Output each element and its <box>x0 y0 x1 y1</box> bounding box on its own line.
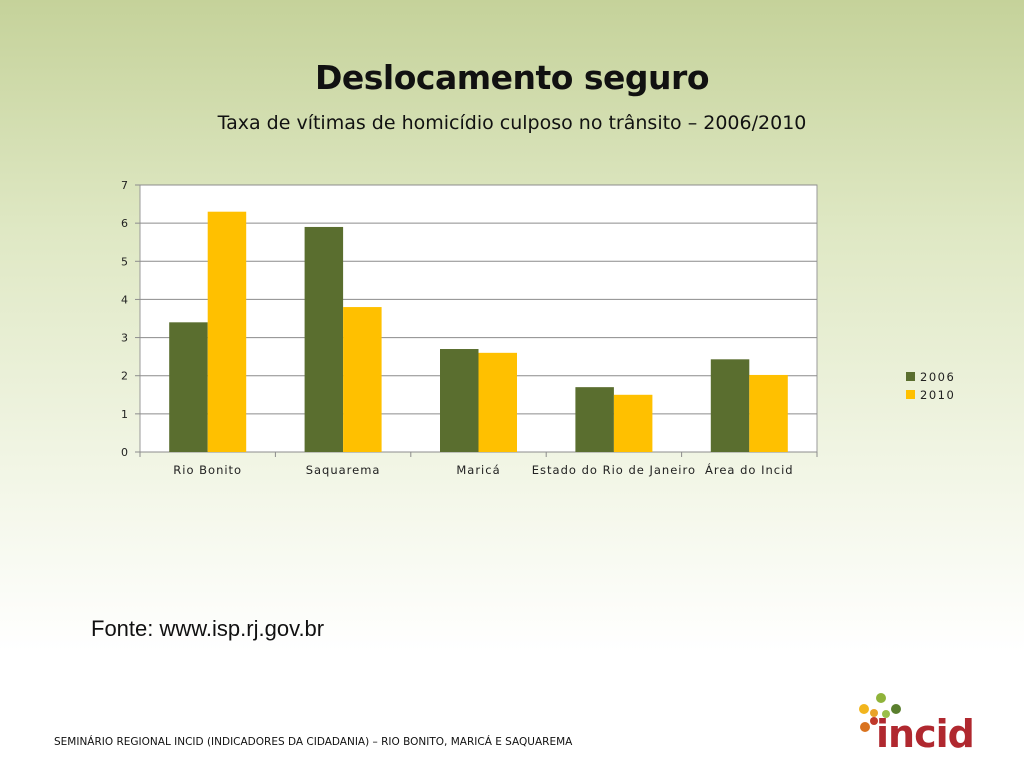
bar-2006 <box>710 359 750 452</box>
bar-2006 <box>440 349 479 452</box>
legend: 2006 2010 <box>906 370 955 402</box>
x-tick-label: Área do Incid <box>705 462 794 477</box>
logo-dot <box>870 717 878 725</box>
bar-2010 <box>207 211 247 452</box>
y-tick-label: 4 <box>121 293 128 306</box>
bar-2006 <box>304 226 344 452</box>
bar-2006 <box>169 322 208 452</box>
bar-2010 <box>478 352 517 452</box>
y-tick-label: 1 <box>121 408 128 421</box>
gridlines <box>140 184 817 453</box>
logo-dot <box>882 710 890 718</box>
y-axis: 0 1 2 3 4 5 6 7 <box>121 179 140 459</box>
logo-dot <box>860 722 870 732</box>
y-tick-label: 7 <box>121 179 128 192</box>
legend-swatch <box>906 390 915 399</box>
y-tick-label: 6 <box>121 217 128 230</box>
legend-swatch <box>906 372 915 381</box>
bar-2010 <box>749 374 788 452</box>
x-tick-label: Maricá <box>456 463 500 477</box>
slide-title: Deslocamento seguro <box>314 58 710 97</box>
footer-text: SEMINÁRIO REGIONAL INCID (INDICADORES DA… <box>54 736 573 748</box>
x-tick-label: Rio Bonito <box>173 463 242 477</box>
source-note: Fonte: www.isp.rj.gov.br <box>91 616 325 641</box>
y-tick-label: 5 <box>121 255 128 268</box>
legend-label: 2006 <box>920 370 955 384</box>
x-axis: Rio Bonito Saquarema Maricá Estado do Rio d… <box>139 452 818 477</box>
bar-2006 <box>575 387 614 452</box>
y-tick-label: 3 <box>121 332 128 345</box>
bar-2010 <box>613 394 653 452</box>
logo-dot <box>891 704 901 714</box>
y-tick-label: 2 <box>121 370 128 383</box>
bars <box>169 211 788 452</box>
bar-chart: 0 1 2 3 4 5 6 7 Rio Bonito Saquarema Maricá Estado… <box>121 179 955 477</box>
y-tick-label: 0 <box>121 446 128 459</box>
legend-label: 2010 <box>920 388 955 402</box>
x-tick-label: Estado do Rio de Janeiro <box>532 463 696 477</box>
logo-dot <box>870 709 878 717</box>
logo-dot <box>876 693 886 703</box>
bar-2010 <box>343 307 382 452</box>
logo-dot <box>859 704 869 714</box>
chart-subtitle: Taxa de vítimas de homicídio culposo no … <box>217 112 807 134</box>
x-tick-label: Saquarema <box>306 463 381 477</box>
incid-logo: incid <box>859 693 972 754</box>
logo-text: incid <box>876 712 972 754</box>
